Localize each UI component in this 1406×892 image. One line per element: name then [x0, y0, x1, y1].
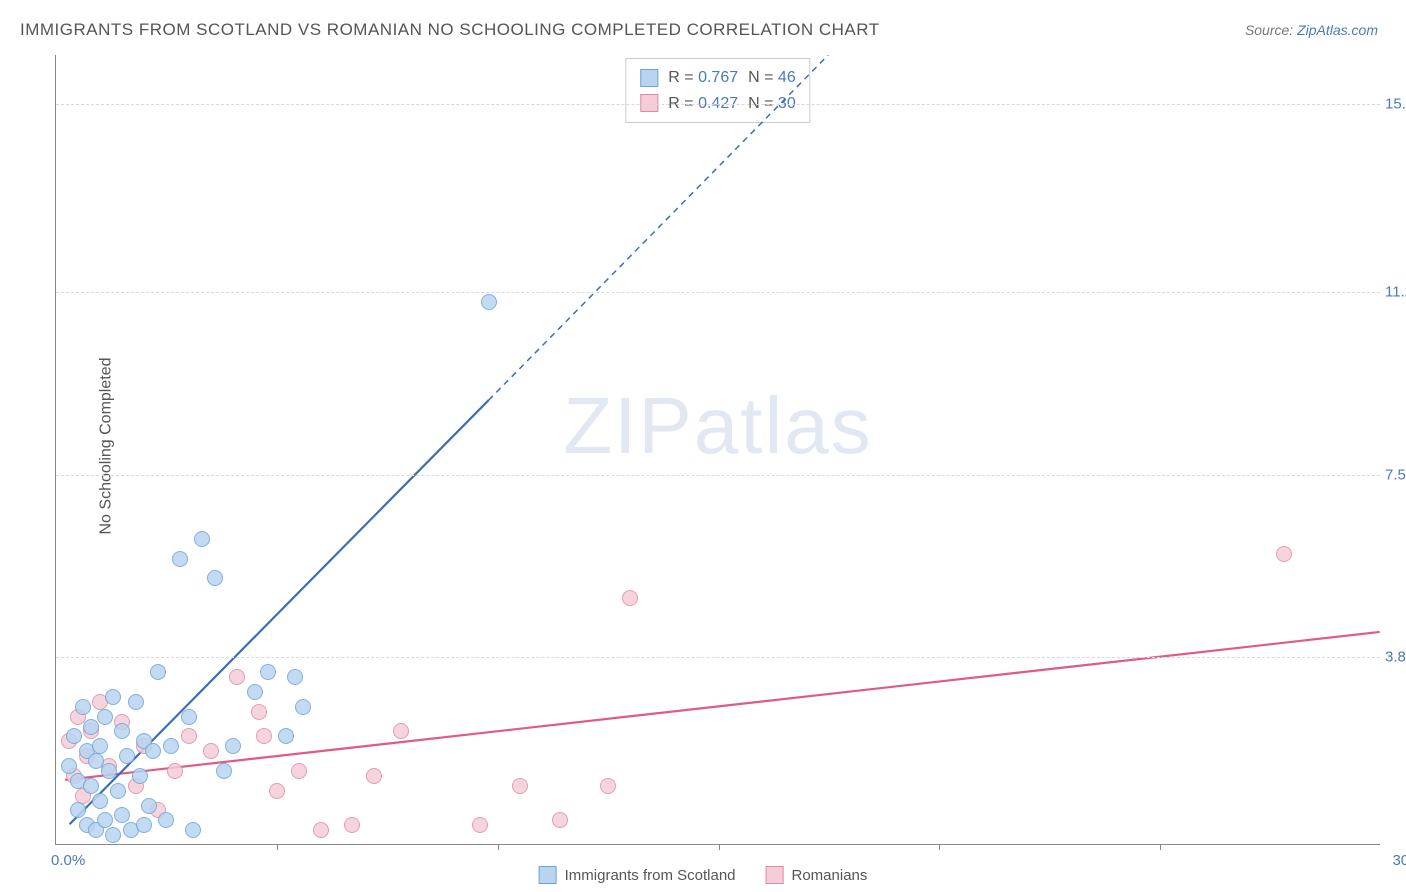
source-value: ZipAtlas.com: [1297, 22, 1378, 38]
data-point: [295, 699, 311, 715]
legend-swatch-0: [539, 866, 557, 884]
data-point: [194, 531, 210, 547]
data-point: [207, 570, 223, 586]
data-point: [287, 669, 303, 685]
x-tick-mark: [277, 844, 278, 850]
data-point: [313, 822, 329, 838]
x-tick-mark: [1160, 844, 1161, 850]
data-point: [163, 738, 179, 754]
gridline: [56, 292, 1380, 293]
y-tick-label: 7.5%: [1385, 466, 1406, 483]
data-point: [1276, 546, 1292, 562]
data-point: [172, 551, 188, 567]
data-point: [181, 728, 197, 744]
data-point: [114, 807, 130, 823]
data-point: [136, 817, 152, 833]
data-point: [481, 294, 497, 310]
data-point: [114, 723, 130, 739]
data-point: [141, 798, 157, 814]
data-point: [552, 812, 568, 828]
data-point: [70, 802, 86, 818]
data-point: [216, 763, 232, 779]
data-point: [512, 778, 528, 794]
data-point: [66, 728, 82, 744]
watermark-zip: ZIP: [563, 381, 693, 470]
data-point: [128, 694, 144, 710]
x-tick-mark: [498, 844, 499, 850]
x-tick-max: 30.0%: [1392, 852, 1406, 869]
swatch-series-0: [640, 69, 658, 87]
legend-label-1: Romanians: [792, 867, 868, 884]
data-point: [92, 793, 108, 809]
x-tick-mark: [939, 844, 940, 850]
data-point: [119, 748, 135, 764]
data-point: [105, 689, 121, 705]
data-point: [472, 817, 488, 833]
stats-legend-box: R = 0.767 N = 46 R = 0.427 N = 30: [625, 58, 810, 123]
data-point: [203, 743, 219, 759]
data-point: [185, 822, 201, 838]
data-point: [622, 590, 638, 606]
y-tick-label: 11.2%: [1385, 284, 1406, 301]
data-point: [75, 699, 91, 715]
data-point: [260, 664, 276, 680]
gridline: [56, 104, 1380, 105]
data-point: [600, 778, 616, 794]
data-point: [181, 709, 197, 725]
source-attribution: Source: ZipAtlas.com: [1245, 22, 1378, 38]
source-label: Source:: [1245, 22, 1297, 38]
data-point: [344, 817, 360, 833]
chart-container: IMMIGRANTS FROM SCOTLAND VS ROMANIAN NO …: [0, 0, 1406, 892]
data-point: [291, 763, 307, 779]
data-point: [247, 684, 263, 700]
data-point: [366, 768, 382, 784]
data-point: [229, 669, 245, 685]
watermark: ZIPatlas: [563, 380, 872, 472]
legend-item-0: Immigrants from Scotland: [539, 866, 736, 884]
legend-swatch-1: [766, 866, 784, 884]
data-point: [132, 768, 148, 784]
data-point: [105, 827, 121, 843]
x-tick-mark: [719, 844, 720, 850]
data-point: [225, 738, 241, 754]
data-point: [145, 743, 161, 759]
watermark-atlas: atlas: [694, 381, 873, 470]
data-point: [278, 728, 294, 744]
data-point: [101, 763, 117, 779]
stats-row-series-0: R = 0.767 N = 46: [640, 65, 795, 91]
data-point: [251, 704, 267, 720]
gridline: [56, 657, 1380, 658]
legend-label-0: Immigrants from Scotland: [565, 867, 736, 884]
data-point: [167, 763, 183, 779]
data-point: [97, 812, 113, 828]
data-point: [256, 728, 272, 744]
data-point: [92, 738, 108, 754]
gridline: [56, 475, 1380, 476]
data-point: [61, 758, 77, 774]
trend-lines-svg: [56, 55, 1380, 844]
x-tick-min: 0.0%: [51, 852, 85, 869]
data-point: [393, 723, 409, 739]
plot-area: ZIPatlas R = 0.767 N = 46 R = 0.427 N = …: [55, 55, 1380, 845]
stat-n-0: N = 46: [748, 65, 796, 91]
data-point: [150, 664, 166, 680]
y-tick-label: 15.0%: [1385, 96, 1406, 113]
data-point: [83, 778, 99, 794]
legend-item-1: Romanians: [766, 866, 868, 884]
data-point: [269, 783, 285, 799]
data-point: [158, 812, 174, 828]
bottom-legend: Immigrants from Scotland Romanians: [539, 866, 868, 884]
chart-title: IMMIGRANTS FROM SCOTLAND VS ROMANIAN NO …: [20, 20, 880, 40]
data-point: [97, 709, 113, 725]
y-tick-label: 3.8%: [1385, 649, 1406, 666]
data-point: [110, 783, 126, 799]
stat-r-0: R = 0.767: [668, 65, 738, 91]
